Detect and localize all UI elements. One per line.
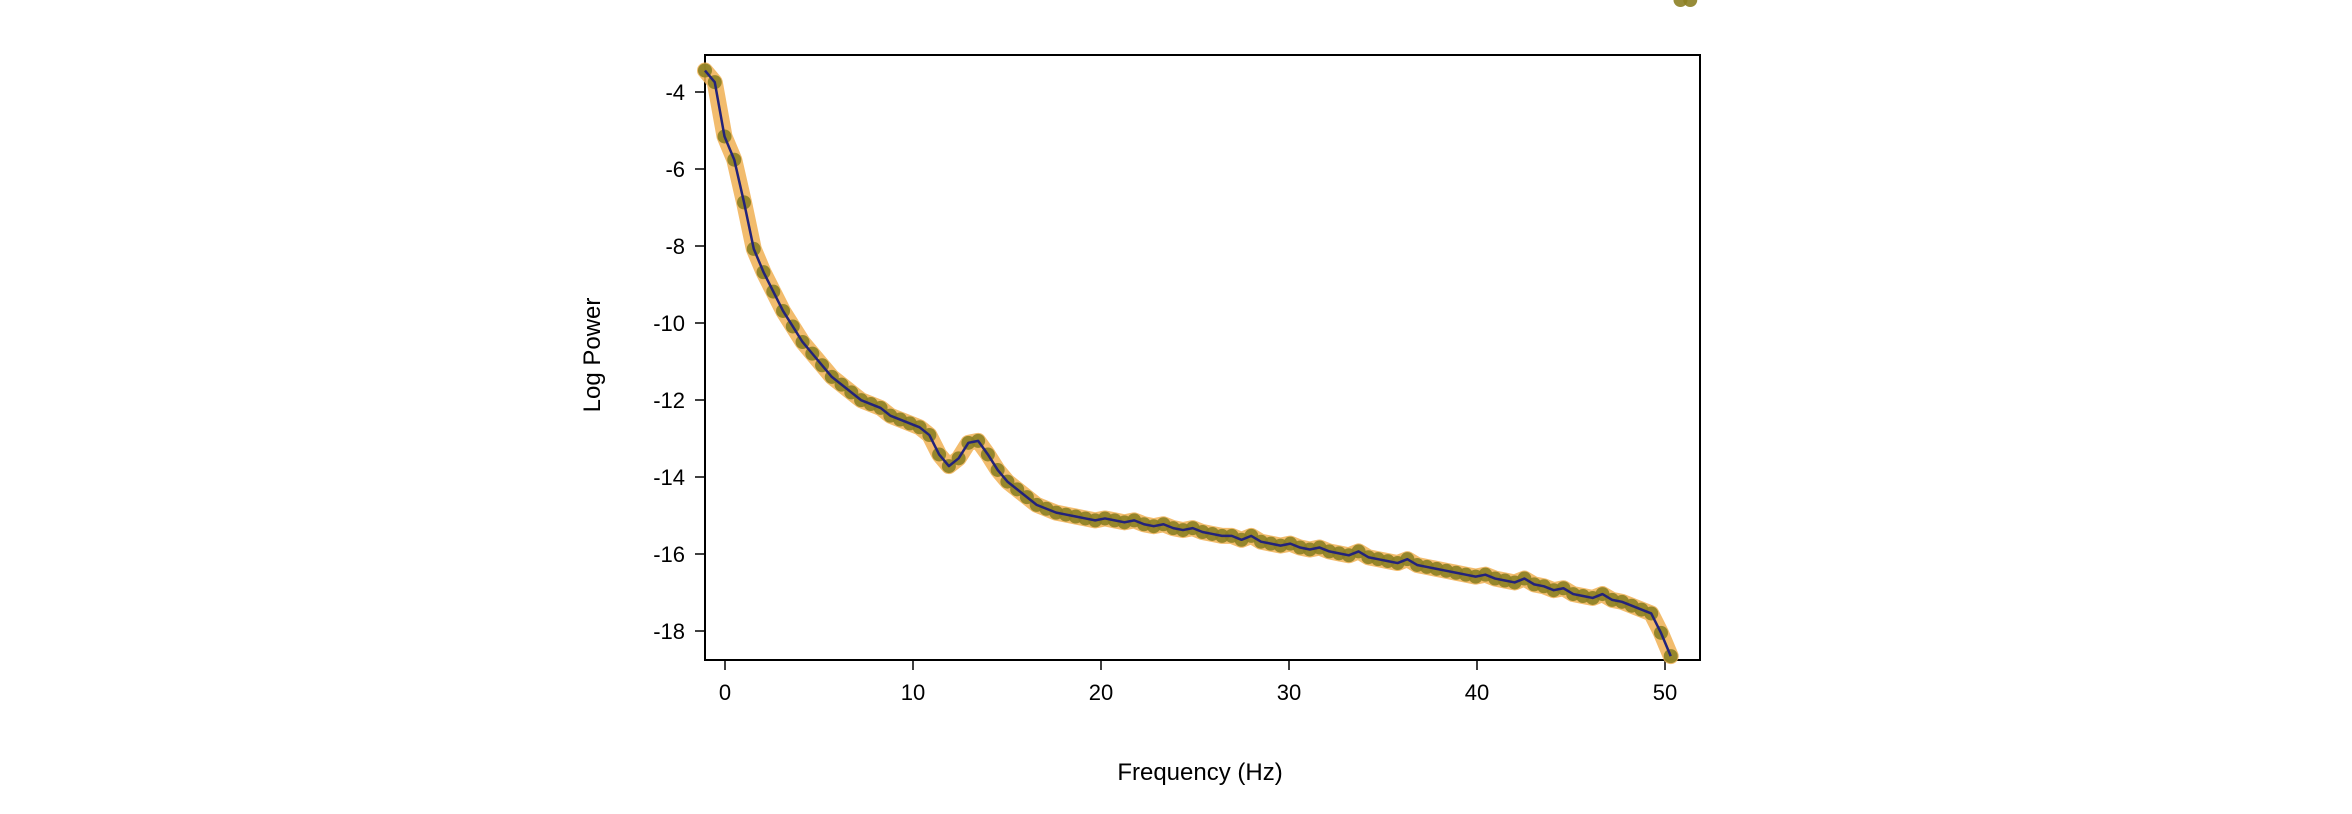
data-dots (698, 0, 1697, 663)
x-tick-label-0: 0 (719, 680, 731, 705)
y-axis-title: Log Power (579, 298, 606, 413)
y-tick-label-5: -14 (653, 465, 685, 490)
x-tick-label-5: 50 (1653, 680, 1677, 705)
y-tick-label-4: -12 (653, 388, 685, 413)
y-tick-label-7: -18 (653, 619, 685, 644)
y-tick-label-2: -8 (665, 234, 685, 259)
x-axis-ticks: 0 10 20 30 40 50 (719, 660, 1677, 705)
chart-container: Log Power Frequency (Hz) -4 -6 -8 -10 -1… (0, 0, 2352, 814)
power-spectrum-chart: Log Power Frequency (Hz) -4 -6 -8 -10 -1… (0, 0, 2352, 814)
x-axis-title: Frequency (Hz) (1117, 759, 1282, 786)
y-tick-label-6: -16 (653, 542, 685, 567)
y-tick-label-1: -6 (665, 157, 685, 182)
x-tick-label-3: 30 (1277, 680, 1301, 705)
plot-border (705, 55, 1700, 660)
spectrum-line (705, 71, 1671, 657)
y-tick-label-0: -4 (665, 80, 685, 105)
x-tick-label-2: 20 (1089, 680, 1113, 705)
y-tick-label-3: -10 (653, 311, 685, 336)
confidence-band (705, 71, 1671, 657)
x-tick-label-1: 10 (901, 680, 925, 705)
y-axis-ticks: -4 -6 -8 -10 -12 -14 -16 -18 (653, 80, 705, 644)
x-tick-label-4: 40 (1465, 680, 1489, 705)
data-point (1683, 0, 1697, 7)
